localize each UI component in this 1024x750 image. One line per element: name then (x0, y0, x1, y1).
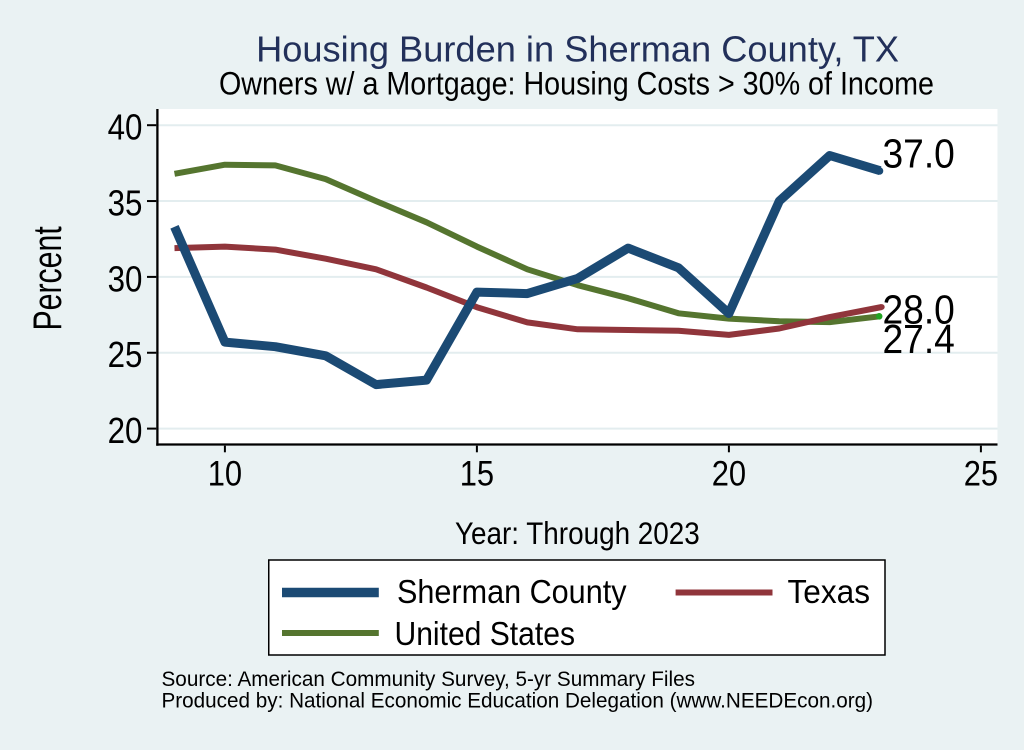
svg-text:35: 35 (108, 182, 143, 223)
svg-text:30: 30 (108, 258, 143, 299)
svg-text:Sherman County: Sherman County (397, 573, 627, 611)
svg-text:Percent: Percent (26, 226, 70, 330)
svg-text:25: 25 (964, 454, 998, 493)
svg-text:27.4: 27.4 (883, 316, 955, 362)
svg-text:37.0: 37.0 (883, 131, 955, 177)
svg-text:40: 40 (108, 107, 143, 148)
svg-text:Texas: Texas (788, 573, 871, 611)
svg-text:15: 15 (460, 454, 494, 493)
svg-text:28.0: 28.0 (883, 286, 955, 332)
svg-text:Source: American Community Sur: Source: American Community Survey, 5-yr … (162, 667, 696, 691)
svg-text:Produced by: National Economic: Produced by: National Economic Education… (162, 689, 874, 713)
svg-text:Year: Through 2023: Year: Through 2023 (455, 515, 700, 551)
svg-text:25: 25 (108, 334, 143, 375)
svg-text:10: 10 (208, 454, 242, 493)
svg-text:20: 20 (108, 410, 143, 451)
svg-text:20: 20 (712, 454, 746, 493)
svg-text:Owners w/ a Mortgage: Housing: Owners w/ a Mortgage: Housing Costs > 30… (219, 65, 934, 101)
svg-text:United States: United States (395, 615, 576, 653)
svg-text:Housing Burden in Sherman Coun: Housing Burden in Sherman County, TX (256, 28, 899, 69)
